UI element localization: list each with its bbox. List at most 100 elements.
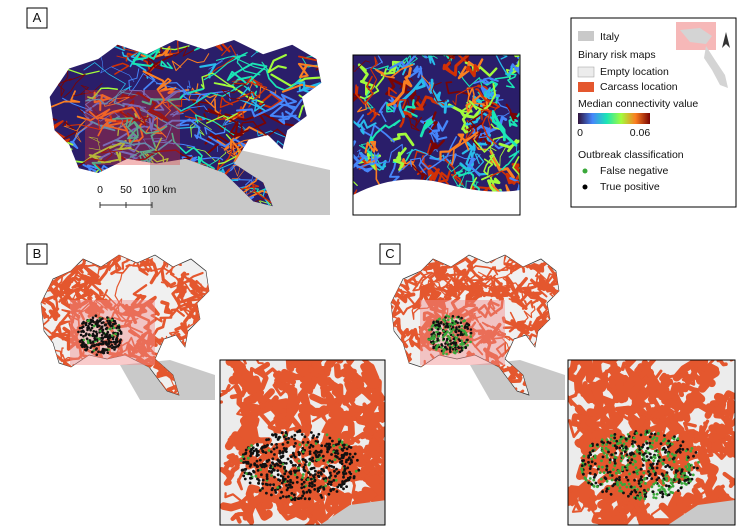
outbreak-point — [659, 458, 663, 462]
outbreak-point — [82, 320, 85, 324]
outbreak-point — [266, 460, 269, 463]
corridor — [78, 288, 113, 307]
outbreak-point — [457, 346, 461, 350]
corridor — [49, 161, 66, 194]
outbreak-point — [678, 450, 682, 454]
outbreak-point — [430, 337, 433, 341]
outbreak-point — [676, 437, 680, 441]
outbreak-point — [631, 462, 635, 466]
corridor — [261, 483, 295, 509]
outbreak-point — [117, 326, 121, 330]
corridor — [418, 264, 444, 281]
corridor — [529, 349, 559, 363]
corridor — [552, 255, 559, 269]
outbreak-point — [272, 468, 276, 472]
outbreak-point — [302, 458, 305, 461]
corridor — [295, 127, 322, 149]
corridor — [41, 362, 59, 395]
corridor — [368, 119, 401, 147]
outbreak-point — [342, 487, 345, 491]
corridor — [693, 477, 707, 490]
outbreak-point — [345, 443, 348, 447]
outbreak-point — [665, 442, 669, 445]
corridor — [318, 423, 343, 466]
corridor — [91, 115, 120, 132]
outbreak-point — [245, 472, 248, 475]
outbreak-point — [116, 334, 119, 338]
outbreak-point — [634, 490, 638, 494]
outbreak-point — [605, 468, 608, 472]
outbreak-point — [609, 492, 613, 496]
outbreak-point — [438, 317, 442, 321]
outbreak-point — [657, 476, 661, 480]
outbreak-point — [686, 463, 690, 466]
outbreak-point — [684, 465, 688, 469]
corridor — [614, 405, 644, 425]
outbreak-point — [460, 328, 463, 331]
outbreak-point — [249, 472, 253, 476]
outbreak-point — [244, 460, 248, 464]
outbreak-point — [691, 473, 695, 477]
outbreak-point — [105, 343, 109, 346]
outbreak-point — [284, 431, 288, 434]
corridor — [190, 324, 209, 340]
outbreak-point — [269, 464, 273, 468]
corridor — [69, 44, 98, 58]
outbreak-point — [307, 471, 310, 474]
corridor — [192, 349, 209, 363]
corridor — [530, 347, 547, 363]
corridor — [49, 165, 73, 200]
outbreak-point — [645, 430, 649, 434]
corridor — [608, 366, 624, 404]
risk-network — [220, 360, 385, 525]
outbreak-point — [308, 446, 312, 449]
corridor — [431, 82, 447, 103]
corridor — [603, 369, 635, 403]
corridor — [173, 338, 199, 358]
outbreak-point — [329, 488, 333, 491]
corridor — [488, 146, 506, 167]
corridor — [461, 145, 488, 176]
corridor — [41, 375, 44, 395]
outbreak-point — [613, 459, 616, 463]
corridor — [373, 143, 403, 164]
outbreak-point — [644, 433, 647, 436]
outbreak-point — [97, 350, 100, 354]
outbreak-point — [101, 330, 104, 334]
outbreak-point — [434, 324, 437, 327]
outbreak-point — [111, 337, 115, 341]
outbreak-point — [663, 490, 667, 493]
corridor — [68, 322, 85, 354]
outbreak-point — [696, 466, 699, 470]
outbreak-point — [285, 488, 289, 492]
outbreak-point — [285, 484, 288, 487]
outbreak-point — [108, 323, 111, 326]
corridor — [489, 149, 515, 179]
outbreak-point — [302, 485, 306, 489]
corridor — [490, 330, 521, 346]
outbreak-point — [657, 484, 661, 488]
outbreak-point — [293, 471, 297, 474]
outbreak-point — [631, 444, 635, 448]
outbreak-point — [259, 463, 263, 467]
outbreak-point — [621, 465, 624, 469]
corridor — [465, 94, 492, 114]
outbreak-point — [316, 489, 320, 493]
outbreak-point — [655, 492, 659, 496]
outbreak-point — [610, 434, 613, 438]
outbreak-point — [665, 471, 669, 475]
outbreak-point — [94, 348, 98, 351]
outbreak-point — [331, 439, 334, 443]
outbreak-point — [621, 483, 624, 487]
corridor — [100, 94, 130, 107]
outbreak-point — [112, 345, 115, 349]
outbreak-point — [430, 333, 434, 336]
outbreak-point — [447, 315, 451, 318]
legend-heading: Binary risk maps — [578, 49, 656, 61]
north-arrow — [722, 32, 730, 48]
outbreak-point — [605, 464, 609, 468]
outbreak-point — [334, 443, 338, 447]
outbreak-point — [80, 344, 83, 347]
outbreak-point — [276, 473, 280, 477]
outbreak-point — [665, 477, 669, 480]
